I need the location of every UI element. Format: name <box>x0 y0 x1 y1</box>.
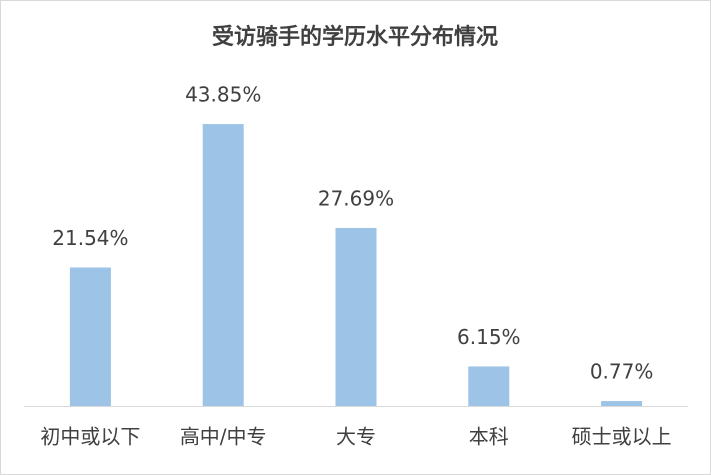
data-label: 6.15% <box>457 325 521 349</box>
data-label: 27.69% <box>318 186 394 210</box>
x-tick-label: 硕士或以上 <box>572 425 672 449</box>
x-tick-label: 高中/中专 <box>180 425 267 449</box>
data-label: 43.85% <box>185 83 261 107</box>
bar <box>468 366 510 406</box>
x-tick-label: 大专 <box>336 425 376 449</box>
x-tick-label: 本科 <box>469 425 509 449</box>
x-tick-label: 初中或以下 <box>40 425 140 449</box>
bar <box>202 124 244 407</box>
data-label: 21.54% <box>52 226 128 250</box>
bar <box>69 267 111 406</box>
chart-title: 受访骑手的学历水平分布情况 <box>212 24 498 50</box>
bar <box>335 227 377 406</box>
data-label: 0.77% <box>590 360 654 384</box>
bar <box>601 401 643 406</box>
